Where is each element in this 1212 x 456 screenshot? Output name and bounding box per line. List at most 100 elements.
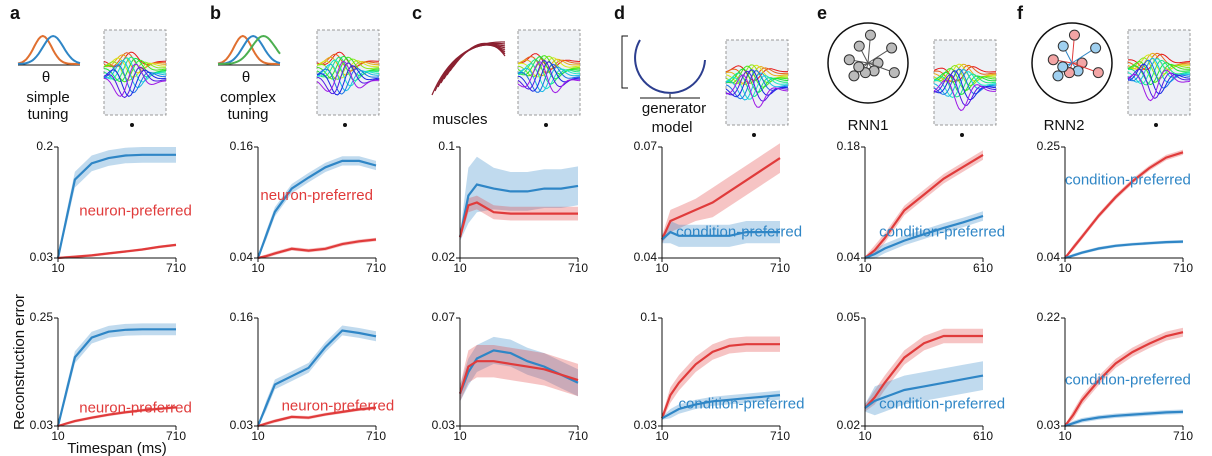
raster-trace xyxy=(103,57,167,83)
rnn-node xyxy=(843,54,855,66)
line xyxy=(257,406,377,428)
x-tick-label: 10 xyxy=(453,261,467,275)
panel-letter: b xyxy=(210,3,221,23)
line xyxy=(1064,151,1184,259)
raster-trace xyxy=(103,69,167,97)
raster-trace xyxy=(517,66,581,93)
raster-trace xyxy=(316,60,380,92)
x-tick-label: 710 xyxy=(770,429,790,443)
tuning-curve xyxy=(217,34,281,65)
x-tick-label: 610 xyxy=(973,429,993,443)
x-tick-label: 610 xyxy=(973,261,993,275)
line xyxy=(256,159,377,259)
x-tick-label: 10 xyxy=(51,261,65,275)
x-tick-label: 710 xyxy=(1173,261,1193,275)
line xyxy=(256,329,377,427)
rnn-node xyxy=(853,61,865,73)
error-band xyxy=(258,156,376,259)
line xyxy=(661,394,781,420)
y-tick-label: 0.03 xyxy=(30,418,54,432)
rnn-node xyxy=(1068,29,1080,41)
y-tick-label: 0.16 xyxy=(230,139,254,153)
line xyxy=(660,157,781,240)
x-tick-label: 710 xyxy=(568,261,588,275)
panel-letter: c xyxy=(412,3,422,23)
x-tick-label: 10 xyxy=(51,429,65,443)
line xyxy=(56,328,176,427)
x-tick-label: 710 xyxy=(366,429,386,443)
x-tick-label: 10 xyxy=(251,429,265,443)
raster-trace xyxy=(1127,69,1191,102)
tuning-curve xyxy=(17,34,81,65)
raster-trace xyxy=(933,79,997,112)
panel-letter: e xyxy=(817,3,827,23)
y-tick-label: 0.03 xyxy=(432,418,456,432)
x-tick-label: 710 xyxy=(770,261,790,275)
y-axis-label: Reconstruction error xyxy=(11,294,28,430)
y-tick-label: 0.04 xyxy=(1037,250,1061,264)
raster-trace xyxy=(103,63,167,97)
raster-trace xyxy=(725,65,788,82)
raster-trace xyxy=(933,66,997,82)
line xyxy=(1064,240,1184,260)
raster-trace xyxy=(725,74,789,108)
plot xyxy=(56,323,177,428)
line xyxy=(458,201,578,238)
line xyxy=(56,153,176,259)
raster-trace xyxy=(725,65,789,88)
raster-trace xyxy=(725,64,789,85)
rnn-node xyxy=(1057,61,1069,73)
y-tick-label: 0.04 xyxy=(230,250,254,264)
y-tick-label: 0.04 xyxy=(837,250,861,264)
error-band xyxy=(662,143,780,244)
icon-caption: complex xyxy=(220,89,276,106)
error-band xyxy=(460,195,578,242)
series-label: neuron-preferred xyxy=(282,398,395,415)
line xyxy=(1064,331,1184,427)
icon-caption: θ xyxy=(242,69,250,86)
raster-trace xyxy=(1127,53,1191,71)
align-dot xyxy=(130,123,134,127)
raster-trace xyxy=(1127,52,1190,71)
y-tick-label: 0.2 xyxy=(36,139,53,153)
rnn-node xyxy=(1090,42,1102,54)
rnn-node xyxy=(1052,70,1064,82)
raster-trace xyxy=(103,59,167,83)
line xyxy=(661,230,780,241)
error-band xyxy=(662,221,780,247)
raster-trace xyxy=(933,71,997,99)
raster-box xyxy=(1127,29,1191,116)
line xyxy=(458,360,579,394)
icon-caption: simple xyxy=(26,89,69,106)
y-tick-label: 0.07 xyxy=(634,139,658,153)
generator-scale xyxy=(640,94,700,99)
rnn-node xyxy=(888,67,900,79)
icon-caption: tuning xyxy=(28,106,69,123)
y-tick-label: 0.03 xyxy=(230,418,254,432)
y-tick-label: 0.03 xyxy=(634,418,658,432)
align-dot xyxy=(752,133,756,137)
rnn-node xyxy=(848,70,860,82)
tuning-curve xyxy=(17,34,80,65)
y-tick-label: 0.03 xyxy=(30,250,54,264)
rnn-outline xyxy=(1031,22,1113,104)
icon-caption: generator xyxy=(642,100,706,117)
rnn-node xyxy=(853,40,865,52)
plot xyxy=(458,336,579,402)
generator-arrow xyxy=(634,39,706,94)
icon-caption: θ xyxy=(42,69,50,86)
raster-trace xyxy=(725,72,789,101)
series-label: condition-preferred xyxy=(676,223,802,240)
align-dot xyxy=(1154,123,1158,127)
panel-letter: a xyxy=(10,3,21,23)
icon-caption: model xyxy=(652,119,693,136)
raster-trace xyxy=(933,73,997,98)
rnn-node xyxy=(1092,67,1104,79)
y-tick-label: 0.25 xyxy=(1037,139,1061,153)
y-tick-label: 0.25 xyxy=(30,310,54,324)
error-band xyxy=(460,156,578,242)
muscle-icon xyxy=(437,43,506,88)
x-tick-label: 10 xyxy=(655,261,669,275)
line xyxy=(864,153,984,259)
